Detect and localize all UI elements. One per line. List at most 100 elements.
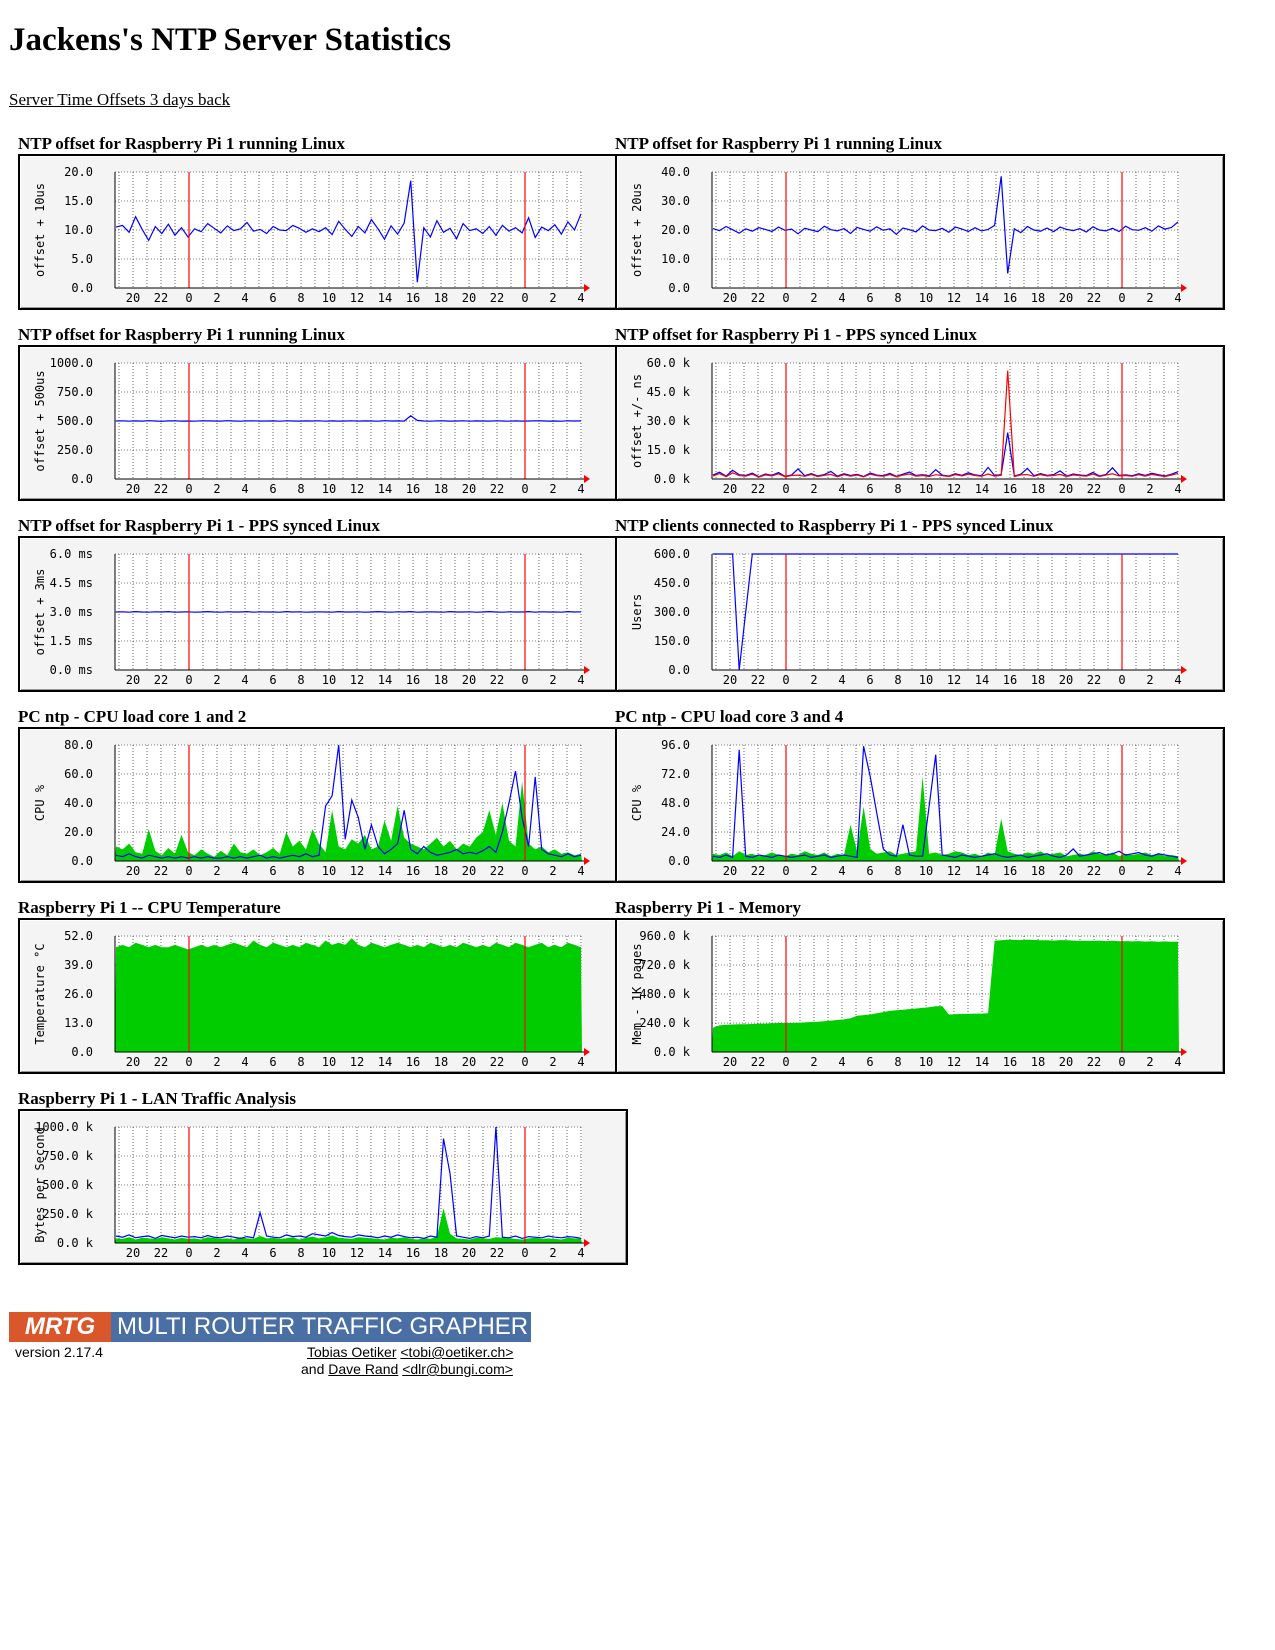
x-tick-label: 12 [947, 673, 961, 687]
y-tick-label: 0.0 [71, 472, 93, 486]
author1-email-link[interactable]: <tobi@oetiker.ch> [400, 1344, 514, 1360]
x-tick-label: 18 [1031, 673, 1045, 687]
x-tick-label: 18 [1031, 864, 1045, 878]
x-tick-label: 6 [866, 673, 873, 687]
y-tick-label: 250.0 k [42, 1207, 93, 1221]
graph-title: PC ntp - CPU load core 1 and 2 [18, 707, 247, 726]
author2-email-link[interactable]: <dlr@bungi.com> [402, 1361, 513, 1377]
x-tick-label: 10 [919, 864, 933, 878]
x-tick-label: 10 [919, 291, 933, 305]
graph-image[interactable]: 52.0 39.0 26.0 13.0 0.0 20 22 0 2 4 6 8 10 12 14 16 18 20… [18, 918, 628, 1074]
x-tick-label: 22 [1087, 1055, 1101, 1069]
back-link[interactable]: Server Time Offsets 3 days back [9, 90, 231, 109]
x-tick-label: 14 [378, 864, 392, 878]
x-tick-label: 4 [1174, 673, 1181, 687]
x-tick-label: 8 [297, 864, 304, 878]
x-tick-label: 20 [126, 864, 140, 878]
x-tick-label: 2 [213, 482, 220, 496]
series-line-0 [713, 553, 1178, 671]
graph-image[interactable]: 1000.0 k 750.0 k 500.0 k 250.0 k 0.0 k 20 22 0 2… [18, 1109, 628, 1265]
graph-image[interactable]: 20.0 15.0 10.0 5.0 0.0 20 22 0 2 4 6 8 10 12 14 16 18 20 2… [18, 154, 628, 310]
graph-image[interactable]: 80.0 60.0 40.0 20.0 0.0 20 22 0 2 4 6 8 10 12 14 16 18 20… [18, 727, 628, 883]
x-tick-label: 0 [521, 864, 528, 878]
axis-arrow [1181, 475, 1187, 483]
x-tick-label: 2 [549, 291, 556, 305]
axis-arrow [584, 857, 590, 865]
x-tick-label: 6 [269, 1246, 276, 1260]
x-tick-label: 18 [1031, 1055, 1045, 1069]
series-line-1 [115, 1126, 582, 1240]
x-tick-label: 0 [782, 291, 789, 305]
x-tick-label: 6 [866, 1055, 873, 1069]
graph-image[interactable]: 60.0 k 45.0 k 30.0 k 15.0 k 0.0 k 20 22 0 2 4 6 8 10… [615, 345, 1225, 501]
graph-title: NTP offset for Raspberry Pi 1 running Li… [18, 134, 345, 153]
x-tick-label: 4 [838, 864, 845, 878]
x-tick-label: 20 [723, 482, 737, 496]
x-tick-label: 8 [894, 864, 901, 878]
x-tick-label: 4 [577, 673, 584, 687]
x-tick-label: 4 [577, 1246, 584, 1260]
y-tick-label: 0.0 ms [50, 663, 93, 677]
x-tick-label: 20 [1059, 1055, 1073, 1069]
y-tick-label: 80.0 [64, 738, 93, 752]
graph-image[interactable]: 960.0 k 720.0 k 480.0 k 240.0 k 0.0 k 20 22 0 2 4… [615, 918, 1225, 1074]
x-tick-label: 0 [1118, 291, 1125, 305]
x-tick-label: 12 [350, 1055, 364, 1069]
x-tick-label: 16 [406, 864, 420, 878]
graph-title: Raspberry Pi 1 - LAN Traffic Analysis [18, 1089, 296, 1108]
x-tick-label: 2 [810, 1055, 817, 1069]
y-tick-label: 24.0 [661, 825, 690, 839]
x-tick-label: 2 [213, 1246, 220, 1260]
mrtg-logo[interactable]: MRTG MULTI ROUTER TRAFFIC GRAPHER [9, 1312, 531, 1342]
x-tick-label: 4 [577, 1055, 584, 1069]
graph-panel: NTP offset for Raspberry Pi 1 - PPS sync… [605, 325, 1225, 503]
x-tick-label: 14 [975, 673, 989, 687]
y-tick-label: 0.0 k [57, 1236, 94, 1250]
series-line-1 [712, 746, 1179, 859]
x-tick-label: 18 [434, 482, 448, 496]
y-tick-label: 40.0 [661, 165, 690, 179]
graph-image[interactable]: 600.0 450.0 300.0 150.0 0.0 20 22 0 2 4 6 8 10 12 14 16… [615, 536, 1225, 692]
x-tick-label: 12 [350, 864, 364, 878]
graph-image[interactable]: 96.0 72.0 48.0 24.0 0.0 20 22 0 2 4 6 8 10 12 14 16 18 20… [615, 727, 1225, 883]
x-tick-label: 22 [751, 291, 765, 305]
x-tick-label: 8 [297, 1055, 304, 1069]
y-tick-label: 5.0 [71, 252, 93, 266]
x-tick-label: 0 [521, 673, 528, 687]
x-tick-label: 0 [1118, 1055, 1125, 1069]
x-tick-label: 8 [894, 1055, 901, 1069]
x-tick-label: 2 [213, 673, 220, 687]
graph-image[interactable]: 6.0 ms 4.5 ms 3.0 ms 1.5 ms 0.0 ms 20 22 0 2 4 6 8 1… [18, 536, 628, 692]
x-tick-label: 6 [866, 291, 873, 305]
x-tick-label: 22 [490, 1055, 504, 1069]
x-tick-label: 16 [1003, 482, 1017, 496]
x-tick-label: 22 [490, 291, 504, 305]
x-tick-label: 2 [549, 1055, 556, 1069]
author1-link[interactable]: Tobias Oetiker [307, 1344, 397, 1360]
series-line-0 [712, 176, 1179, 274]
author2-link[interactable]: Dave Rand [328, 1361, 399, 1377]
graph-panel: PC ntp - CPU load core 1 and 2 80.0 60.0 40… [8, 707, 628, 885]
x-tick-label: 2 [1146, 673, 1153, 687]
x-tick-label: 4 [241, 1055, 248, 1069]
y-tick-label: 150.0 [654, 634, 690, 648]
y-axis-title: offset + 3ms [33, 569, 47, 656]
y-tick-label: 1000.0 [50, 356, 93, 370]
x-tick-label: 22 [1087, 673, 1101, 687]
y-axis-title: Bytes per Second [33, 1127, 47, 1243]
axis-arrow [584, 1048, 590, 1056]
x-tick-label: 14 [975, 291, 989, 305]
graph-svg: 52.039.026.013.00.020 22 0 2 4 6 8 10 12 14 16 18 20… [33, 929, 590, 1069]
y-axis-title: offset + 20us [630, 183, 644, 277]
x-tick-label: 4 [577, 482, 584, 496]
plot-area [712, 363, 1179, 479]
x-tick-label: 18 [1031, 482, 1045, 496]
y-tick-label: 250.0 [57, 443, 93, 457]
x-tick-label: 0 [782, 673, 789, 687]
graph-image[interactable]: 40.0 30.0 20.0 10.0 0.0 20 22 0 2 4 6 8 10 12 14 16 18 20… [615, 154, 1225, 310]
y-tick-label: 20.0 [64, 165, 93, 179]
graph-image[interactable]: 1000.0 750.0 500.0 250.0 0.0 20 22 0 2 4 6 8 10 12 14 1… [18, 345, 628, 501]
x-tick-label: 4 [577, 291, 584, 305]
x-tick-label: 8 [297, 673, 304, 687]
